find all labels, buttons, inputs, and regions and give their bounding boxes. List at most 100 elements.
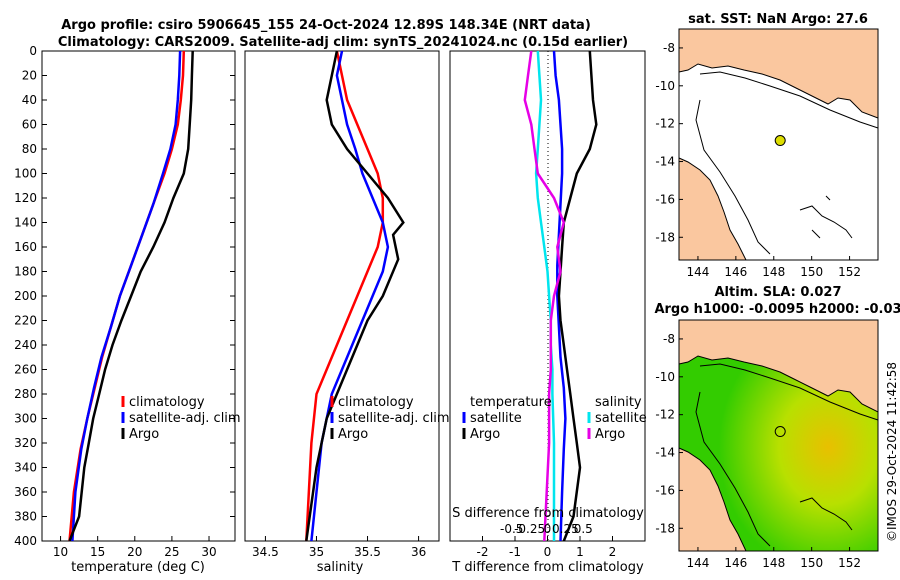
y-tick-label: 180 (14, 265, 37, 279)
series-line-argo (305, 50, 405, 542)
y-tick-label: 300 (14, 412, 37, 426)
y-tick-label: 220 (14, 314, 37, 328)
x-tick-label: 2 (609, 545, 617, 559)
y-tick-label: 320 (14, 436, 37, 450)
x-tick-label: 1 (576, 545, 584, 559)
salinity-diff-tick-label: -0.25 (514, 522, 545, 536)
x-tick-label: 20 (127, 545, 142, 559)
legend-label-sal-satellite: satellite (595, 411, 647, 426)
map-y-tick-label: -10 (655, 370, 675, 384)
series-line-satellite-adj-clim (310, 50, 390, 542)
reef-contours (799, 497, 853, 531)
x-tick-label: 35 (309, 545, 324, 559)
legend-label-sal-argo: Argo (595, 427, 625, 442)
map-x-tick-label: 148 (762, 265, 785, 279)
map-x-tick-label: 144 (686, 265, 709, 279)
salinity-diff-tick-label: 0.5 (574, 522, 593, 536)
map-y-tick-label: -16 (655, 192, 675, 206)
y-tick-label: 260 (14, 363, 37, 377)
series-line-salinity-satellite (534, 50, 556, 541)
map-y-tick-label: -16 (655, 483, 675, 497)
series-line-temperature-satellite (552, 50, 567, 542)
salinity-legend: climatology satellite-adj. clim Argo (330, 395, 450, 442)
y-tick-label: 240 (14, 338, 37, 352)
sst-map: 144 146 148 150 152 -8 -10 -12 -14 -16 -18 (655, 28, 879, 279)
legend-label-satellite: satellite-adj. clim (338, 411, 450, 426)
x-tick-label: -1 (509, 545, 521, 559)
bathymetry-contour (695, 71, 879, 255)
temperature-axes-frame (41, 50, 236, 542)
legend-title-temperature: temperature (470, 395, 552, 410)
map-x-tick-label: 150 (800, 556, 823, 570)
series-line-climatology (305, 50, 385, 542)
temperature-panel: 0204060801001201401601802002202402602803… (14, 44, 645, 575)
map-x-tick-label: 152 (838, 265, 861, 279)
y-tick-label: 60 (22, 118, 37, 132)
salinity-xlabel: salinity (317, 560, 364, 575)
series-line-satellite-adj-clim (71, 50, 182, 542)
legend-label-satellite: satellite-adj. clim (129, 411, 241, 426)
y-tick-label: 400 (14, 534, 37, 548)
x-tick-label: -2 (477, 545, 489, 559)
series-line-temperature-argo (557, 50, 598, 542)
salinity-diff-tick-label: 0 (544, 522, 552, 536)
legend-label-argo: Argo (129, 427, 159, 442)
y-tick-label: 340 (14, 461, 37, 475)
figure-title-line1: Argo profile: csiro 5906645_155 24-Oct-2… (61, 18, 591, 33)
difference-panel: -2 -1 0 1 2 T difference from climatology S … (449, 50, 647, 575)
y-tick-label: 160 (14, 240, 37, 254)
y-tick-label: 0 (29, 44, 37, 58)
salinity-diff-tick-label: -0.5 (500, 522, 523, 536)
salinity-axes-frame (244, 50, 440, 542)
map-x-tick-label: 144 (686, 556, 709, 570)
map-x-tick-label: 150 (800, 265, 823, 279)
y-tick-label: 200 (14, 289, 37, 303)
salinity-diff-tick-label: 0.25 (552, 522, 579, 536)
map-y-tick-label: -18 (655, 521, 675, 535)
map-y-tick-label: -10 (655, 79, 675, 93)
difference-xlabel: T difference from climatology (451, 560, 644, 575)
salinity-difference-xlabel: S difference from climatology (452, 506, 644, 521)
y-tick-label: 20 (22, 69, 37, 83)
map-y-tick-label: -18 (655, 230, 675, 244)
bathymetry-contour (695, 363, 879, 547)
temperature-legend: climatology satellite-adj. clim Argo (121, 395, 241, 442)
y-tick-label: 140 (14, 216, 37, 230)
argo-float-marker (774, 135, 786, 147)
map-x-tick-label: 146 (724, 556, 747, 570)
x-tick-label: 10 (53, 545, 68, 559)
x-tick-label: 0 (544, 545, 552, 559)
series-line-argo (68, 50, 194, 542)
figure-title-line2: Climatology: CARS2009. Satellite-adj cli… (58, 35, 628, 50)
x-tick-label: 25 (164, 545, 179, 559)
map-x-tick-label: 152 (838, 556, 861, 570)
y-tick-label: 380 (14, 510, 37, 524)
x-tick-label: 35.5 (354, 545, 381, 559)
map-x-tick-label: 148 (762, 556, 785, 570)
map-x-tick-label: 146 (724, 265, 747, 279)
y-tick-label: 80 (22, 142, 37, 156)
sst-map-title: sat. SST: NaN Argo: 27.6 (688, 12, 868, 27)
difference-salinity-legend: salinity satellite Argo (587, 395, 647, 442)
x-tick-label: 36 (411, 545, 426, 559)
sst-map-frame (678, 28, 879, 261)
sla-map-title-line2: Argo h1000: -0.0095 h2000: -0.03 (654, 302, 900, 317)
legend-title-salinity: salinity (595, 395, 642, 410)
y-tick-label: 100 (14, 167, 37, 181)
imos-credit: ©IMOS 29-Oct-2024 11:42:58 (885, 362, 899, 542)
x-tick-label: 15 (90, 545, 105, 559)
reef-contours (799, 195, 853, 239)
legend-label-climatology: climatology (129, 395, 205, 410)
legend-label-argo: Argo (338, 427, 368, 442)
map-y-tick-label: -14 (655, 446, 675, 460)
salinity-panel: 34.5 35 35.5 36 salinity climatology satell… (244, 50, 450, 575)
difference-temperature-legend: temperature satellite Argo (462, 395, 552, 442)
legend-label-temp-argo: Argo (470, 427, 500, 442)
sla-map: 144 146 148 150 152 -8 -10 -12 -14 -16 -18 (655, 319, 879, 570)
map-y-tick-label: -8 (663, 41, 675, 55)
sla-map-title-line1: Altim. SLA: 0.027 (715, 285, 842, 300)
y-tick-label: 280 (14, 387, 37, 401)
map-y-tick-label: -12 (655, 408, 675, 422)
land-papua-new-guinea (678, 28, 879, 119)
